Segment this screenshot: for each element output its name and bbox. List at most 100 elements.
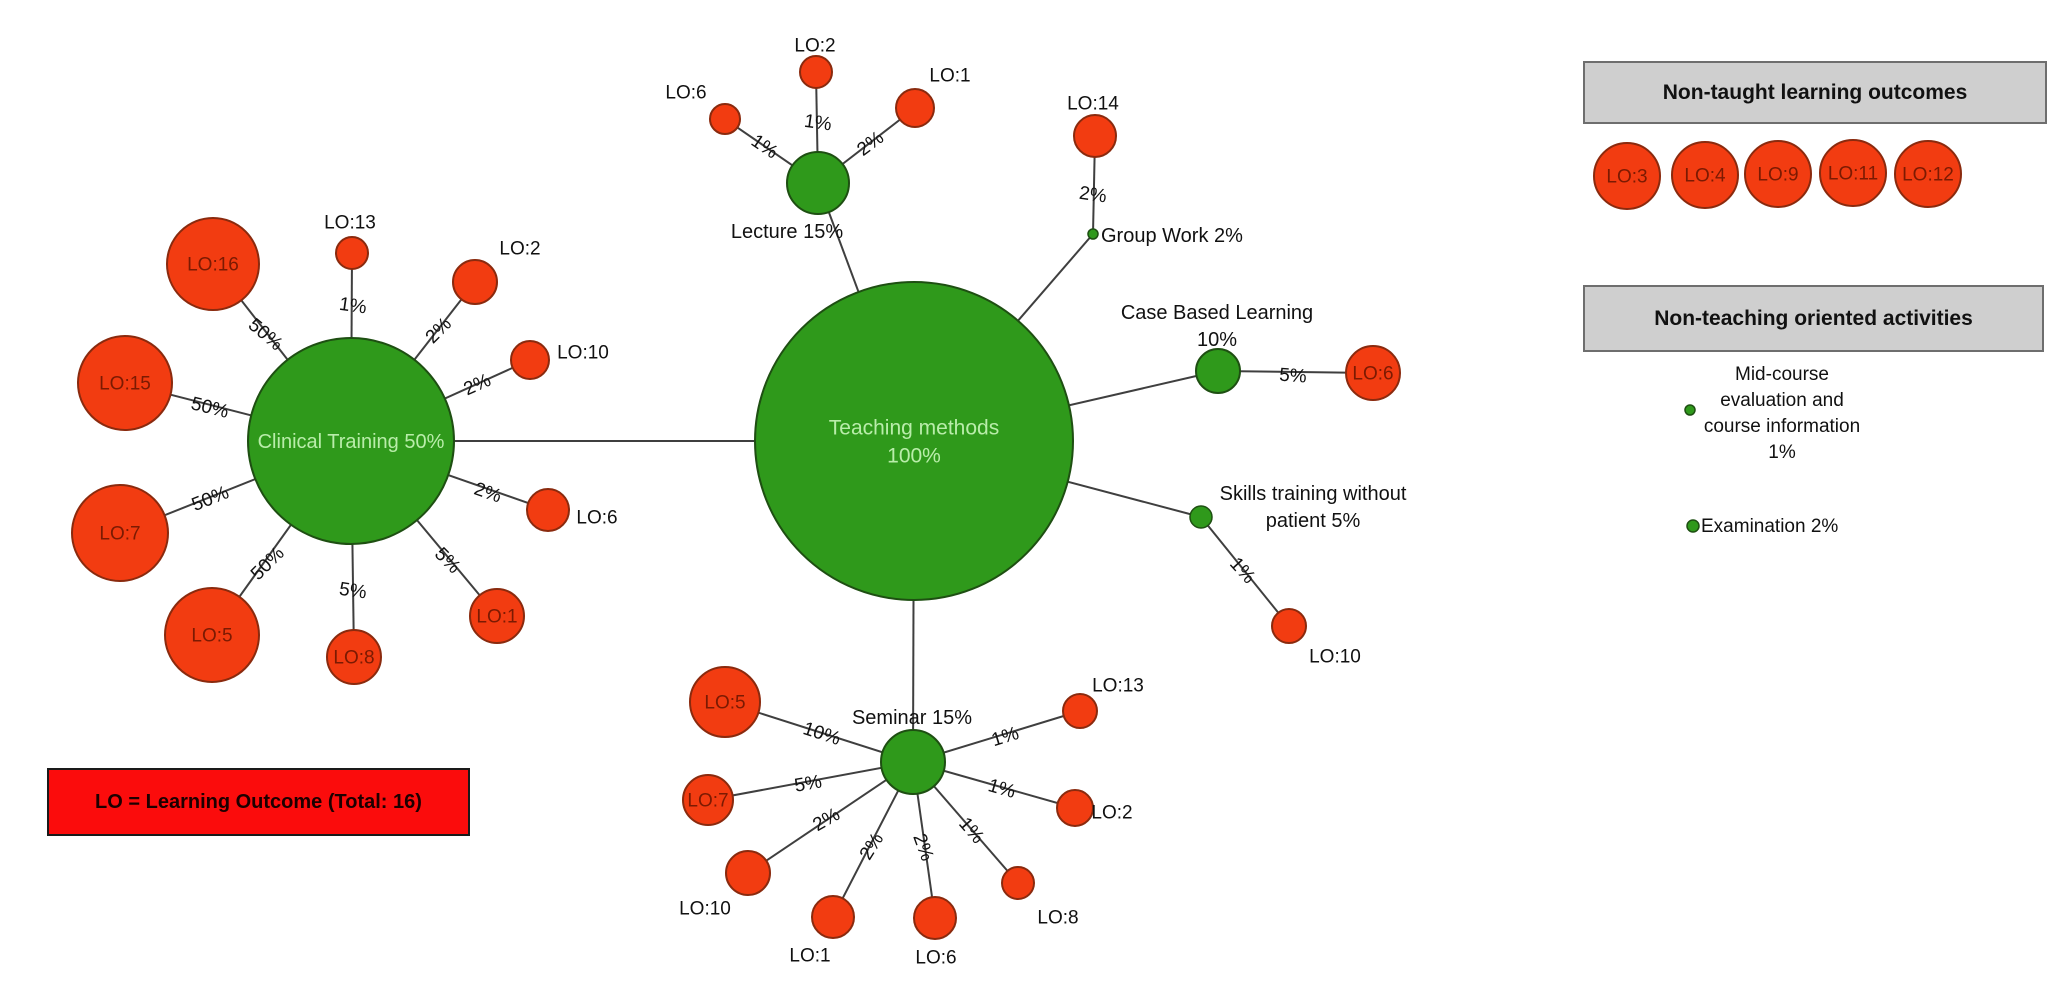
node-label-c10: LO:10 [557, 343, 609, 364]
edge-label-clinical-c1: 5% [430, 544, 464, 578]
node-label-cbl: Case Based Learning 10% [1121, 302, 1313, 351]
node-label-n11: LO:11 [1828, 164, 1878, 185]
node-label-l2: LO:2 [794, 36, 835, 57]
node-label-n3: LO:3 [1606, 167, 1647, 188]
edge-label-seminar-s1: 2% [856, 829, 888, 864]
node-label-seminar: Seminar 15% [852, 707, 972, 729]
node-s5-circle [689, 666, 761, 738]
node-c5-circle [164, 587, 260, 683]
node-label-s8: LO:8 [1037, 908, 1078, 929]
examination-label: Examination 2% [1701, 516, 1839, 537]
edge-label-seminar-s6: 2% [908, 831, 937, 864]
node-label-n9: LO:9 [1757, 165, 1798, 186]
node-label-g14: LO:14 [1067, 94, 1119, 115]
node-teaching-circle [754, 281, 1074, 601]
node-label-s6: LO:6 [915, 948, 956, 969]
node-label-s5: LO:5 [704, 693, 745, 714]
node-n3-circle [1593, 142, 1661, 210]
node-cb6-circle [1345, 345, 1401, 401]
edge-label-seminar-s10: 2% [809, 804, 843, 836]
node-label-clinical: Clinical Training 50% [258, 431, 445, 453]
node-label-l1: LO:1 [929, 66, 970, 87]
node-c16-circle [166, 217, 260, 311]
node-label-c6: LO:6 [576, 508, 617, 529]
midcourse-line-4: 1% [1768, 442, 1796, 463]
lo-legend-text: LO = Learning Outcome (Total: 16) [95, 790, 422, 813]
node-edot-dot [1686, 519, 1700, 533]
node-label-c13: LO:13 [324, 213, 376, 234]
node-s1-circle [811, 895, 855, 939]
node-s10-circle [725, 850, 771, 896]
edge-label-clinical-c6: 2% [471, 479, 504, 508]
node-s13-circle [1062, 693, 1098, 729]
node-label-n12: LO:12 [1902, 165, 1954, 186]
node-label-c16: LO:16 [187, 255, 239, 276]
node-mdot-dot [1684, 404, 1696, 416]
node-n9-circle [1744, 140, 1812, 208]
node-label-c15: LO:15 [99, 374, 151, 395]
node-c8-circle [326, 629, 382, 685]
node-g14-circle [1073, 114, 1117, 158]
node-c15-circle [77, 335, 173, 431]
node-seminar-circle [880, 729, 946, 795]
edge-label-lecture-l6: 1% [747, 131, 782, 164]
node-label-c1: LO:1 [476, 607, 517, 628]
node-label-groupwork: Group Work 2% [1101, 225, 1243, 247]
node-c10-circle [510, 340, 550, 380]
node-label-s2: LO:2 [1091, 803, 1132, 824]
node-groupwork-dot [1087, 228, 1099, 240]
node-c13-circle [335, 236, 369, 270]
edge-label-clinical-c7: 50% [189, 482, 232, 516]
node-label-s1: LO:1 [789, 946, 830, 967]
node-c6-circle [526, 488, 570, 532]
edge-label-clinical-c13: 1% [338, 294, 368, 319]
node-n4-circle [1671, 141, 1739, 209]
node-label-cb6: LO:6 [1352, 364, 1393, 385]
node-cbl-circle [1195, 348, 1241, 394]
node-label-s13: LO:13 [1092, 676, 1144, 697]
node-c1-circle [469, 588, 525, 644]
node-label-c7: LO:7 [99, 524, 140, 545]
edge-label-clinical-c10: 2% [461, 370, 495, 400]
node-n11-circle [1819, 139, 1887, 207]
edge-label-groupwork-g14: 2% [1078, 183, 1108, 208]
edge-label-clinical-c8: 5% [338, 579, 368, 604]
node-l2-circle [799, 55, 833, 89]
node-sk10-circle [1271, 608, 1307, 644]
midcourse-evaluation-label: Mid-course evaluation and course informa… [1662, 362, 1902, 466]
edge-skills-sk10 [1200, 516, 1290, 627]
node-lecture-circle [786, 151, 850, 215]
lo-legend-box: LO = Learning Outcome (Total: 16) [47, 768, 470, 836]
edge-label-seminar-s5: 10% [800, 718, 843, 750]
non-teaching-header-label: Non-teaching oriented activities [1654, 306, 1973, 330]
node-clinical-circle [247, 337, 455, 545]
node-label-n4: LO:4 [1684, 166, 1726, 187]
node-label-s7: LO:7 [687, 791, 728, 812]
edge-seminar-s10 [747, 761, 914, 874]
node-label-sk10: LO:10 [1309, 647, 1361, 668]
node-label-c5: LO:5 [191, 626, 232, 647]
edge-label-lecture-l2: 1% [803, 111, 833, 136]
node-skills-dot [1189, 505, 1213, 529]
node-c2-circle [452, 259, 498, 305]
midcourse-line-3: course information [1703, 416, 1861, 437]
node-s6-circle [913, 896, 957, 940]
node-label-c8: LO:8 [333, 648, 374, 669]
node-s7-circle [682, 774, 734, 826]
node-l6-circle [709, 103, 741, 135]
node-n12-circle [1894, 140, 1962, 208]
edge-label-seminar-s2: 1% [986, 775, 1018, 803]
node-label-l6: LO:6 [665, 83, 706, 104]
node-label-teaching: Teaching methods 100% [829, 416, 999, 467]
edge-label-cbl-cb6: 5% [1278, 365, 1307, 388]
edge-label-seminar-s7: 5% [793, 771, 824, 796]
node-s2-circle [1056, 789, 1094, 827]
node-label-lecture: Lecture 15% [731, 221, 844, 243]
node-l1-circle [895, 88, 935, 128]
midcourse-line-1: Mid-course [1735, 364, 1829, 385]
midcourse-line-2: evaluation and [1720, 390, 1844, 411]
node-label-c2: LO:2 [499, 239, 540, 260]
node-c7-circle [71, 484, 169, 582]
edge-label-clinical-c15: 50% [189, 393, 231, 423]
